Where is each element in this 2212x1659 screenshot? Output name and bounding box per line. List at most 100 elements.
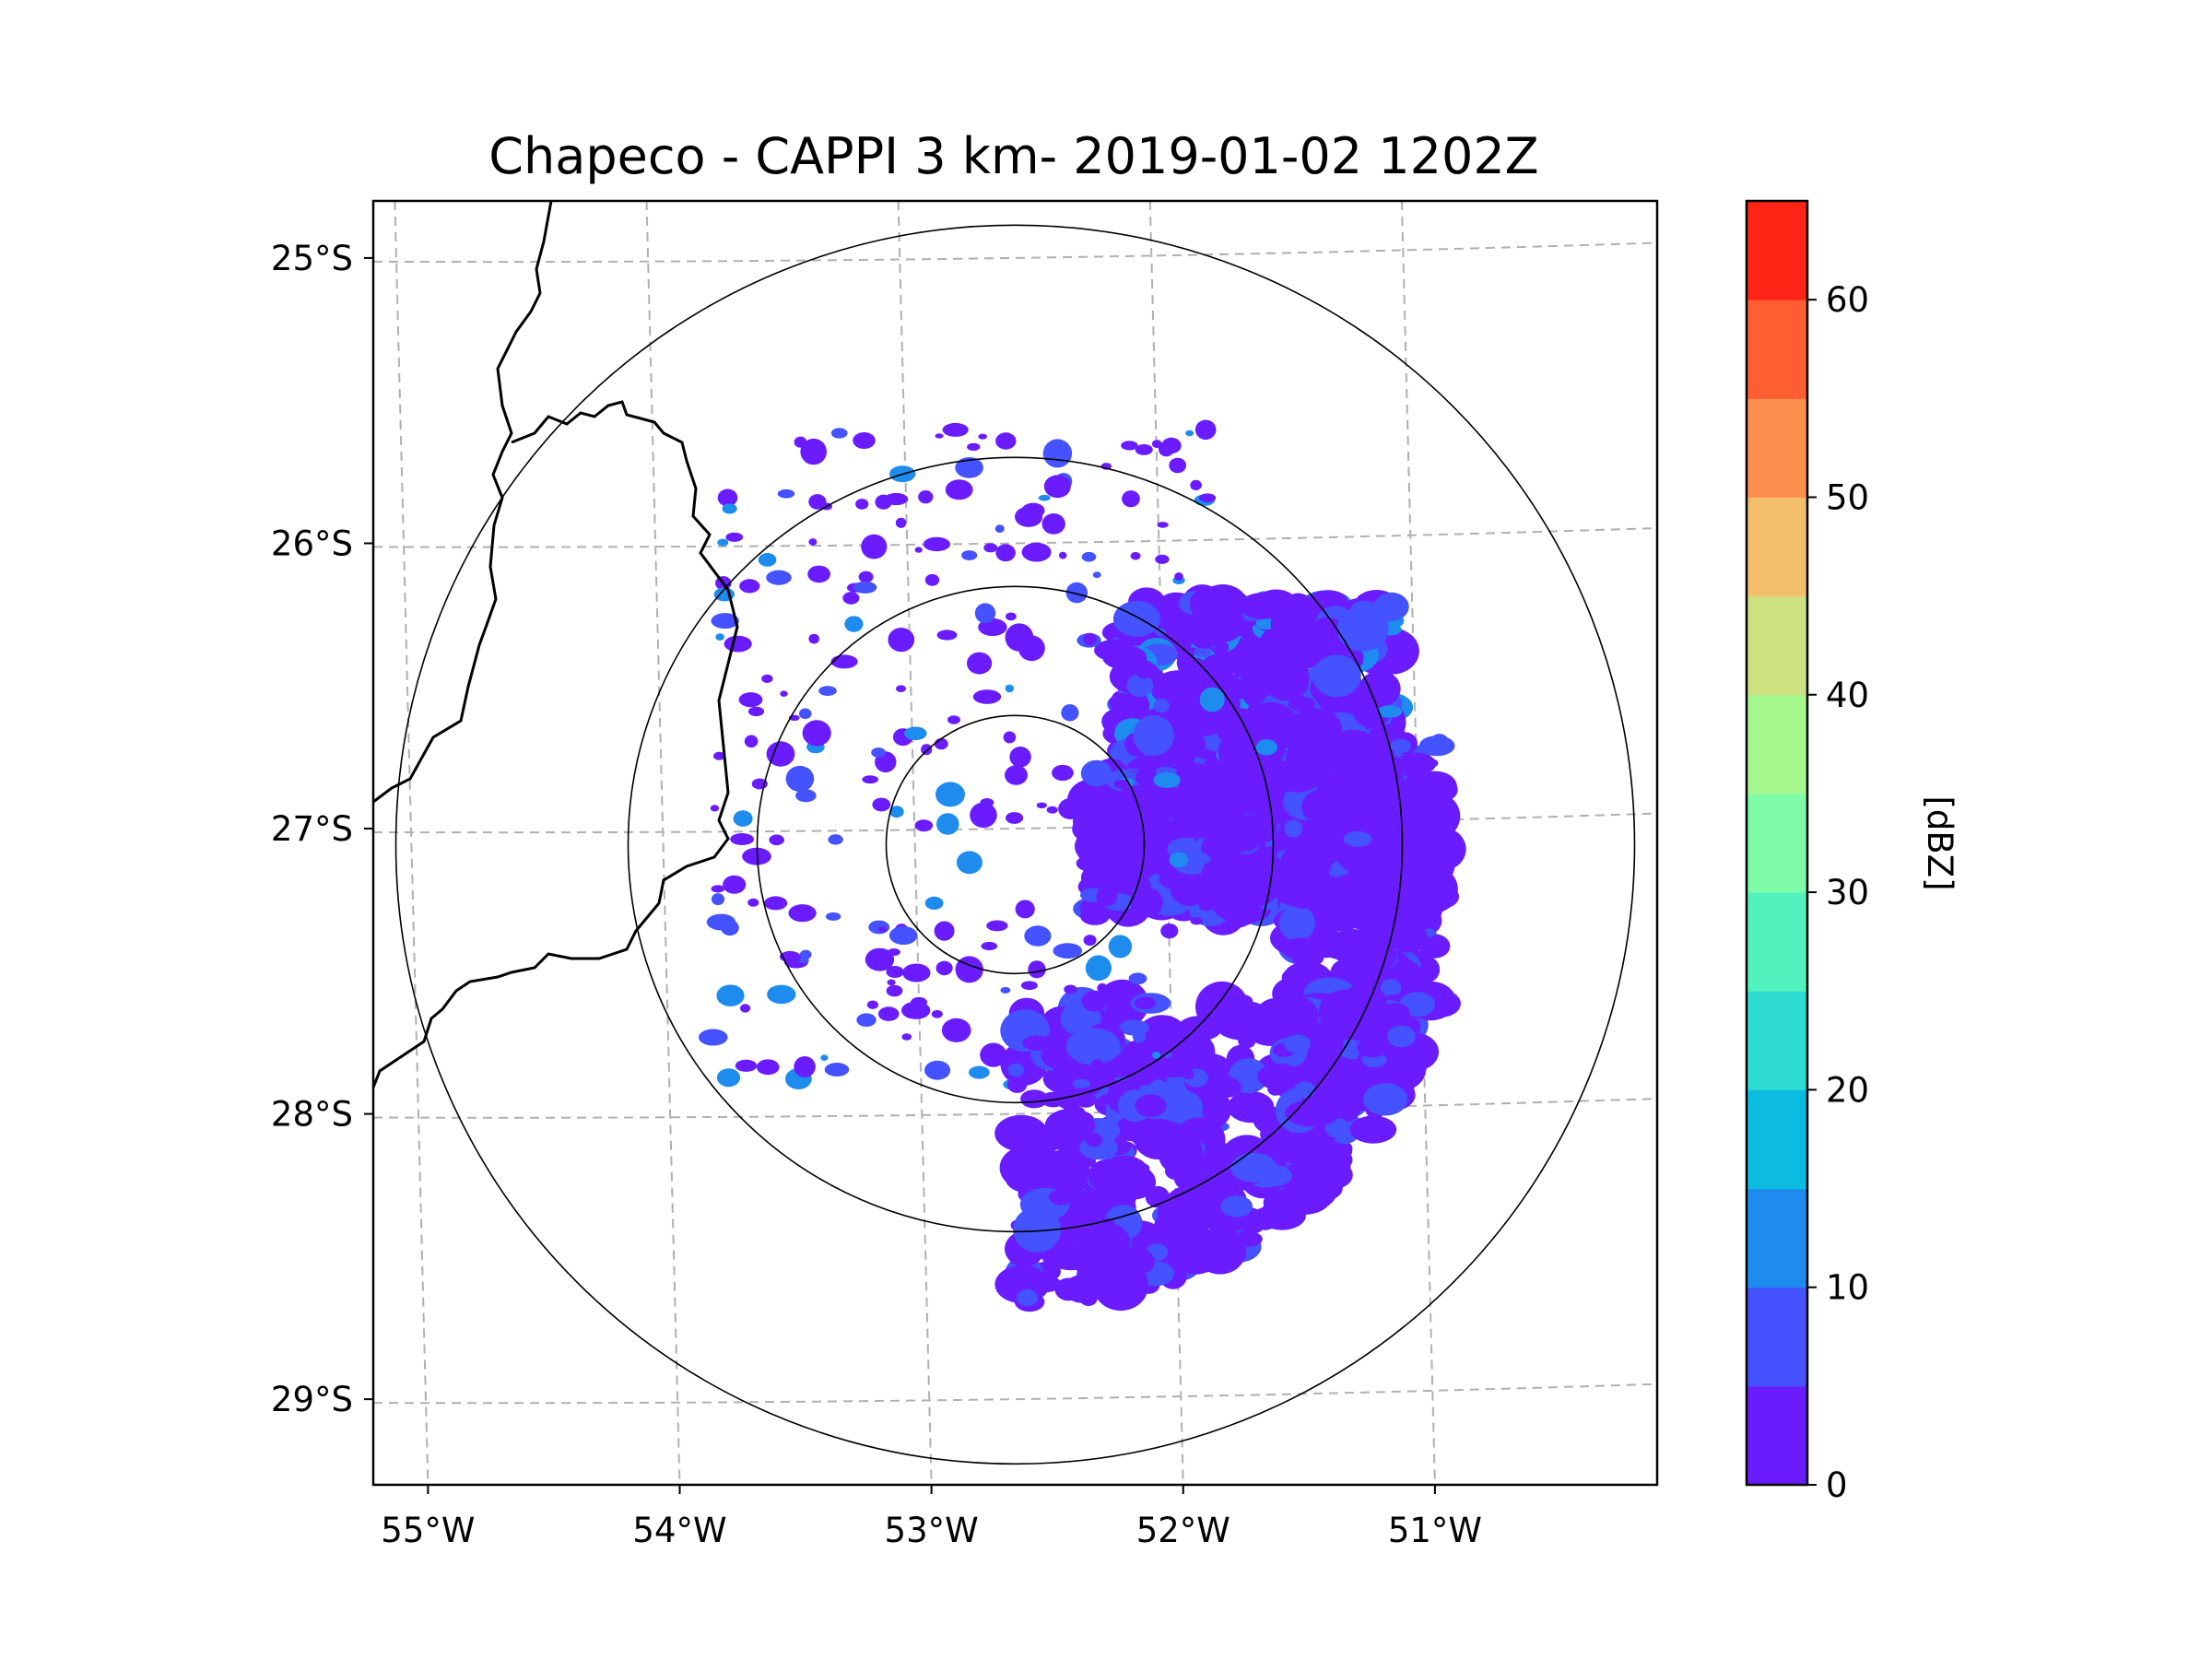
gridline-meridian-1 [645, 201, 681, 1485]
colorbar-tick-label-6: 60 [1826, 280, 1869, 320]
range-ring-100km [756, 585, 1275, 1104]
echo-cell [710, 805, 720, 812]
echo-cell [758, 553, 777, 567]
x-tick-label-0: 55°W [381, 1511, 475, 1550]
echo-cell [1280, 842, 1332, 885]
echo-cell [1064, 984, 1077, 994]
echo-cell [1359, 812, 1376, 824]
echo-cell [1371, 844, 1406, 877]
echo-cell [1061, 704, 1079, 722]
plot-area: 55°W 54°W 53°W 52°W 51°W 25°S 26°S 27°S 28°S 29°… [271, 199, 1659, 1550]
echo-cell [820, 1054, 829, 1061]
echo-cell [740, 1004, 751, 1013]
echo-cell [972, 689, 1002, 704]
echo-cell [769, 834, 784, 846]
echo-cell [970, 802, 997, 829]
echo-cell [766, 570, 792, 585]
echo-cell [1058, 798, 1083, 819]
echo-cell [794, 1056, 816, 1077]
echo-cell [780, 690, 788, 697]
echo-cell [935, 782, 965, 807]
echo-cell [866, 1000, 879, 1009]
echo-cell [1377, 705, 1403, 718]
echo-cell [756, 1059, 780, 1076]
echo-region-3 [994, 979, 1436, 1312]
echo-cell [1155, 554, 1170, 564]
echo-cell [1152, 1052, 1161, 1059]
echo-cell [1162, 1135, 1183, 1147]
echo-cell [1149, 1021, 1178, 1039]
colorbar-bin-1 [1747, 1287, 1807, 1387]
echo-cell [862, 775, 878, 784]
echo-cell [1113, 779, 1130, 789]
echo-cell [1042, 439, 1073, 468]
echo-cell [887, 979, 896, 986]
echo-cell [1133, 715, 1174, 756]
echo-cell [967, 652, 993, 675]
echo-cell [974, 603, 996, 624]
echo-cell [1312, 654, 1361, 698]
colorbar-tick-label-0: 0 [1826, 1465, 1848, 1505]
echo-cell [1349, 1115, 1397, 1144]
echo-cell [730, 833, 754, 845]
echo-cell [1083, 632, 1097, 646]
echo-cell [1085, 1133, 1103, 1147]
echo-cell [1431, 937, 1447, 947]
echo-cell [955, 457, 983, 478]
echo-cell [995, 544, 1016, 562]
echo-cell [747, 898, 759, 907]
echo-cell [800, 438, 827, 465]
echo-cell [747, 706, 765, 717]
echo-cell [1006, 1076, 1028, 1093]
gridline-parallel-4 [373, 1382, 1657, 1405]
echo-cell [886, 984, 903, 997]
echo-cell [1168, 1210, 1185, 1224]
echo-cell [1284, 1034, 1311, 1053]
y-tick-label-3: 28°S [271, 1095, 353, 1135]
echo-cell [777, 488, 795, 499]
echo-cell [853, 432, 876, 449]
plot-frame [371, 199, 1659, 1487]
echo-cell [1290, 1168, 1338, 1210]
echo-cell [1190, 917, 1203, 925]
echo-cell [1126, 674, 1154, 698]
echo-cell [861, 534, 888, 559]
echo-cell [868, 920, 890, 935]
echo-cell [1430, 734, 1450, 754]
echo-cell [1159, 869, 1198, 890]
echo-cell [1210, 632, 1228, 643]
colorbar-label: [dBZ] [1920, 795, 1959, 890]
echo-cell [941, 1018, 971, 1042]
echo-cell [766, 741, 795, 767]
echo-cell [1137, 671, 1150, 679]
colorbar-bin-12 [1747, 201, 1807, 300]
echo-cell [1263, 657, 1310, 701]
echo-cell [1363, 1083, 1408, 1116]
echo-cell [1046, 806, 1058, 814]
echo-cell [853, 581, 877, 594]
echo-cell [1081, 551, 1097, 562]
echo-cell [716, 984, 745, 1006]
echo-cell [1041, 1035, 1061, 1048]
echo-cell [871, 747, 886, 758]
echo-cell [1230, 1152, 1277, 1182]
echo-cell [1015, 900, 1035, 919]
echo-cell [807, 565, 830, 583]
echo-cell [788, 904, 817, 923]
echo-cell [1085, 955, 1112, 982]
echo-cell [1135, 1094, 1167, 1117]
echo-cell [733, 810, 753, 827]
y-axis-ticks: 25°S 26°S 27°S 28°S 29°S [271, 239, 373, 1419]
echo-cell [721, 920, 739, 936]
echo-cell [1127, 1162, 1150, 1175]
echo-cell [1135, 770, 1152, 785]
echo-cell [1044, 1108, 1096, 1144]
echo-cell [764, 896, 788, 911]
chart-title: Chapeco - CAPPI 3 km- 2019-01-02 1202Z [488, 127, 1538, 185]
echo-cell [1219, 678, 1251, 700]
echo-cell [865, 947, 895, 971]
echo-cell [858, 571, 874, 583]
echo-cell [1134, 996, 1157, 1010]
echo-cell [1354, 704, 1380, 726]
echo-cell [1072, 1078, 1091, 1088]
